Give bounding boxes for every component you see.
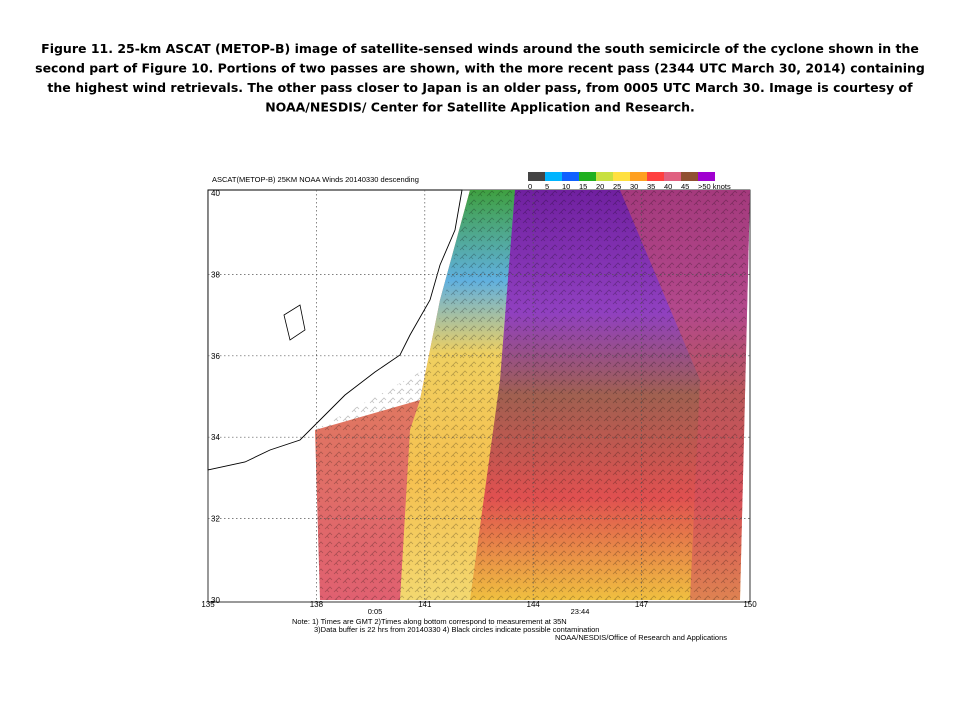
legend-label: 45 [681,182,689,191]
legend-label: 10 [562,182,570,191]
longitude-label: 147 [635,600,649,609]
longitude-label: 138 [310,600,324,609]
legend-label: 40 [664,182,672,191]
caption-line: NOAA/NESDIS/ Center for Satellite Applic… [265,100,695,115]
legend-swatch [613,172,630,181]
legend-swatch [528,172,545,181]
legend-label: 0 [528,182,532,191]
wind-barbs [315,190,750,600]
caption-line: the highest wind retrievals. The other p… [47,80,913,95]
pass-time: 23:44 [571,607,590,616]
legend-swatch [664,172,681,181]
note: Note: 1) Times are GMT 2)Times along bot… [292,617,567,626]
land [207,189,463,471]
legend-swatch [681,172,698,181]
latitude-label: 32 [211,515,220,524]
longitude-label: 144 [527,600,541,609]
longitude-label: 141 [418,600,432,609]
note: 3)Data buffer is 22 hrs from 20140330 4)… [314,625,599,634]
credit: NOAA/NESDIS/Office of Research and Appli… [555,633,727,642]
island [283,304,306,341]
map-title: ASCAT(METOP-B) 25KM NOAA Winds 20140330 … [212,175,419,184]
latitude-label: 36 [211,352,220,361]
legend-label: 30 [630,182,638,191]
legend-swatch [647,172,664,181]
legend-label: 15 [579,182,587,191]
pass-time: 0:05 [368,607,383,616]
legend-swatch [596,172,613,181]
legend-label: 5 [545,182,549,191]
map [207,189,751,603]
map-labels: ASCAT(METOP-B) 25KM NOAA Winds 20140330 … [201,172,757,642]
graticule [208,190,750,602]
legend-label: 20 [596,182,604,191]
caption: Figure 11. 25-km ASCAT (METOP-B) image o… [35,41,925,115]
legend-label: 35 [647,182,655,191]
longitude-label: 150 [743,600,757,609]
latitude-label: 38 [211,270,220,279]
latitude-label: 34 [211,433,220,442]
legend-swatch [579,172,596,181]
legend-swatch [562,172,579,181]
caption-line: Figure 11. 25-km ASCAT (METOP-B) image o… [41,41,919,56]
latitude-label: 30 [211,596,220,605]
legend-label: 25 [613,182,621,191]
latitude-label: 40 [211,189,220,198]
legend-swatch [630,172,647,181]
longitude-label: 135 [201,600,215,609]
caption-line: second part of Figure 10. Portions of tw… [35,61,925,76]
legend-label: >50 knots [698,182,731,191]
legend-swatch [698,172,715,181]
legend-swatch [545,172,562,181]
